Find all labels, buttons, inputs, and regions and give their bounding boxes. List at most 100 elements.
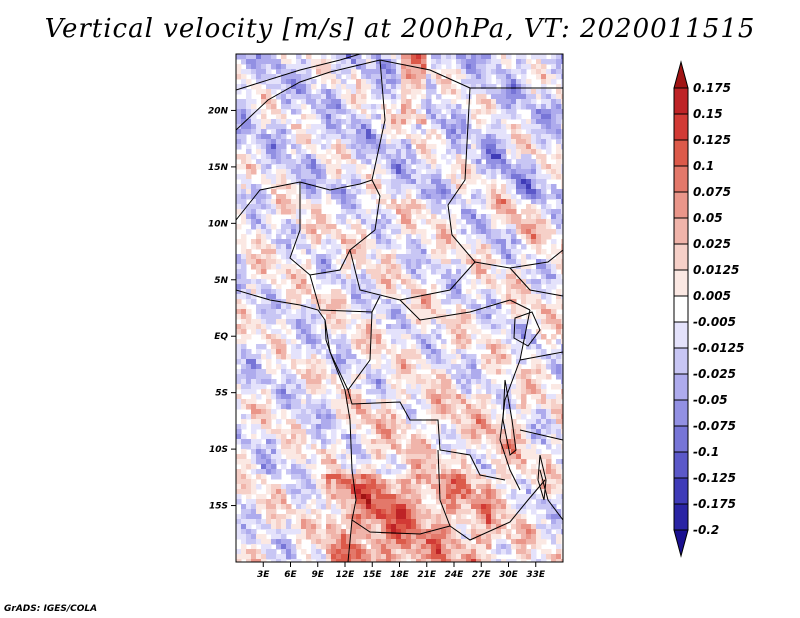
field-cell bbox=[236, 349, 242, 355]
field-cell bbox=[531, 379, 537, 385]
field-cell bbox=[406, 144, 412, 150]
field-cell bbox=[501, 349, 507, 355]
field-cell bbox=[551, 409, 557, 415]
field-cell bbox=[406, 439, 412, 445]
field-cell bbox=[406, 204, 412, 210]
field-cell bbox=[236, 99, 242, 105]
field-cell bbox=[426, 444, 432, 450]
field-cell bbox=[411, 354, 417, 360]
field-cell bbox=[391, 124, 397, 130]
field-cell bbox=[416, 494, 422, 500]
field-cell bbox=[316, 224, 322, 230]
field-cell bbox=[266, 54, 272, 60]
field-cell bbox=[491, 414, 497, 420]
field-cell bbox=[256, 424, 262, 430]
field-cell bbox=[236, 424, 242, 430]
field-cell bbox=[421, 394, 427, 400]
field-cell bbox=[281, 444, 287, 450]
field-cell bbox=[386, 434, 392, 440]
field-cell bbox=[236, 329, 242, 335]
field-cell bbox=[521, 54, 527, 60]
field-cell bbox=[541, 139, 547, 145]
field-cell bbox=[311, 254, 317, 260]
field-cell bbox=[541, 74, 547, 80]
field-cell bbox=[516, 334, 522, 340]
field-cell bbox=[326, 489, 332, 495]
field-cell bbox=[316, 114, 322, 120]
field-cell bbox=[551, 109, 557, 115]
field-cell bbox=[316, 429, 322, 435]
field-cell bbox=[496, 99, 502, 105]
field-cell bbox=[321, 74, 327, 80]
field-cell bbox=[351, 269, 357, 275]
field-cell bbox=[436, 359, 442, 365]
field-cell bbox=[476, 249, 482, 255]
field-cell bbox=[371, 154, 377, 160]
field-cell bbox=[411, 224, 417, 230]
field-cell bbox=[491, 264, 497, 270]
field-cell bbox=[266, 459, 272, 465]
field-cell bbox=[301, 474, 307, 480]
field-cell bbox=[276, 134, 282, 140]
field-cell bbox=[426, 219, 432, 225]
field-cell bbox=[391, 154, 397, 160]
field-cell bbox=[446, 324, 452, 330]
field-cell bbox=[321, 159, 327, 165]
field-cell bbox=[546, 204, 552, 210]
field-cell bbox=[356, 139, 362, 145]
field-cell bbox=[291, 214, 297, 220]
field-cell bbox=[381, 169, 387, 175]
field-cell bbox=[391, 79, 397, 85]
field-cell bbox=[306, 399, 312, 405]
field-cell bbox=[486, 394, 492, 400]
field-cell bbox=[321, 89, 327, 95]
field-cell bbox=[411, 54, 417, 60]
field-cell bbox=[536, 304, 542, 310]
field-cell bbox=[546, 494, 552, 500]
field-cell bbox=[246, 509, 252, 515]
field-cell bbox=[481, 489, 487, 495]
field-cell bbox=[376, 154, 382, 160]
field-cell bbox=[271, 509, 277, 515]
field-cell bbox=[251, 134, 257, 140]
field-cell bbox=[401, 424, 407, 430]
field-cell bbox=[431, 84, 437, 90]
field-cell bbox=[241, 274, 247, 280]
field-cell bbox=[506, 359, 512, 365]
field-cell bbox=[536, 104, 542, 110]
field-cell bbox=[451, 134, 457, 140]
field-cell bbox=[556, 189, 562, 195]
field-cell bbox=[506, 214, 512, 220]
field-cell bbox=[266, 84, 272, 90]
field-cell bbox=[551, 264, 557, 270]
field-cell bbox=[386, 214, 392, 220]
field-cell bbox=[436, 484, 442, 490]
field-cell bbox=[316, 124, 322, 130]
field-cell bbox=[556, 449, 562, 455]
field-cell bbox=[361, 314, 367, 320]
field-cell bbox=[506, 509, 512, 515]
field-cell bbox=[491, 474, 497, 480]
field-cell bbox=[316, 239, 322, 245]
field-cell bbox=[366, 154, 372, 160]
field-cell bbox=[241, 154, 247, 160]
field-cell bbox=[506, 424, 512, 430]
field-cell bbox=[321, 79, 327, 85]
field-cell bbox=[376, 219, 382, 225]
field-cell bbox=[451, 499, 457, 505]
field-cell bbox=[486, 484, 492, 490]
field-cell bbox=[296, 274, 302, 280]
field-cell bbox=[261, 274, 267, 280]
field-cell bbox=[361, 234, 367, 240]
field-cell bbox=[311, 294, 317, 300]
field-cell bbox=[421, 229, 427, 235]
field-cell bbox=[301, 229, 307, 235]
field-cell bbox=[381, 89, 387, 95]
field-cell bbox=[441, 274, 447, 280]
field-cell bbox=[506, 289, 512, 295]
field-cell bbox=[421, 64, 427, 70]
field-cell bbox=[536, 124, 542, 130]
field-cell bbox=[491, 369, 497, 375]
field-cell bbox=[406, 284, 412, 290]
field-cell bbox=[366, 494, 372, 500]
